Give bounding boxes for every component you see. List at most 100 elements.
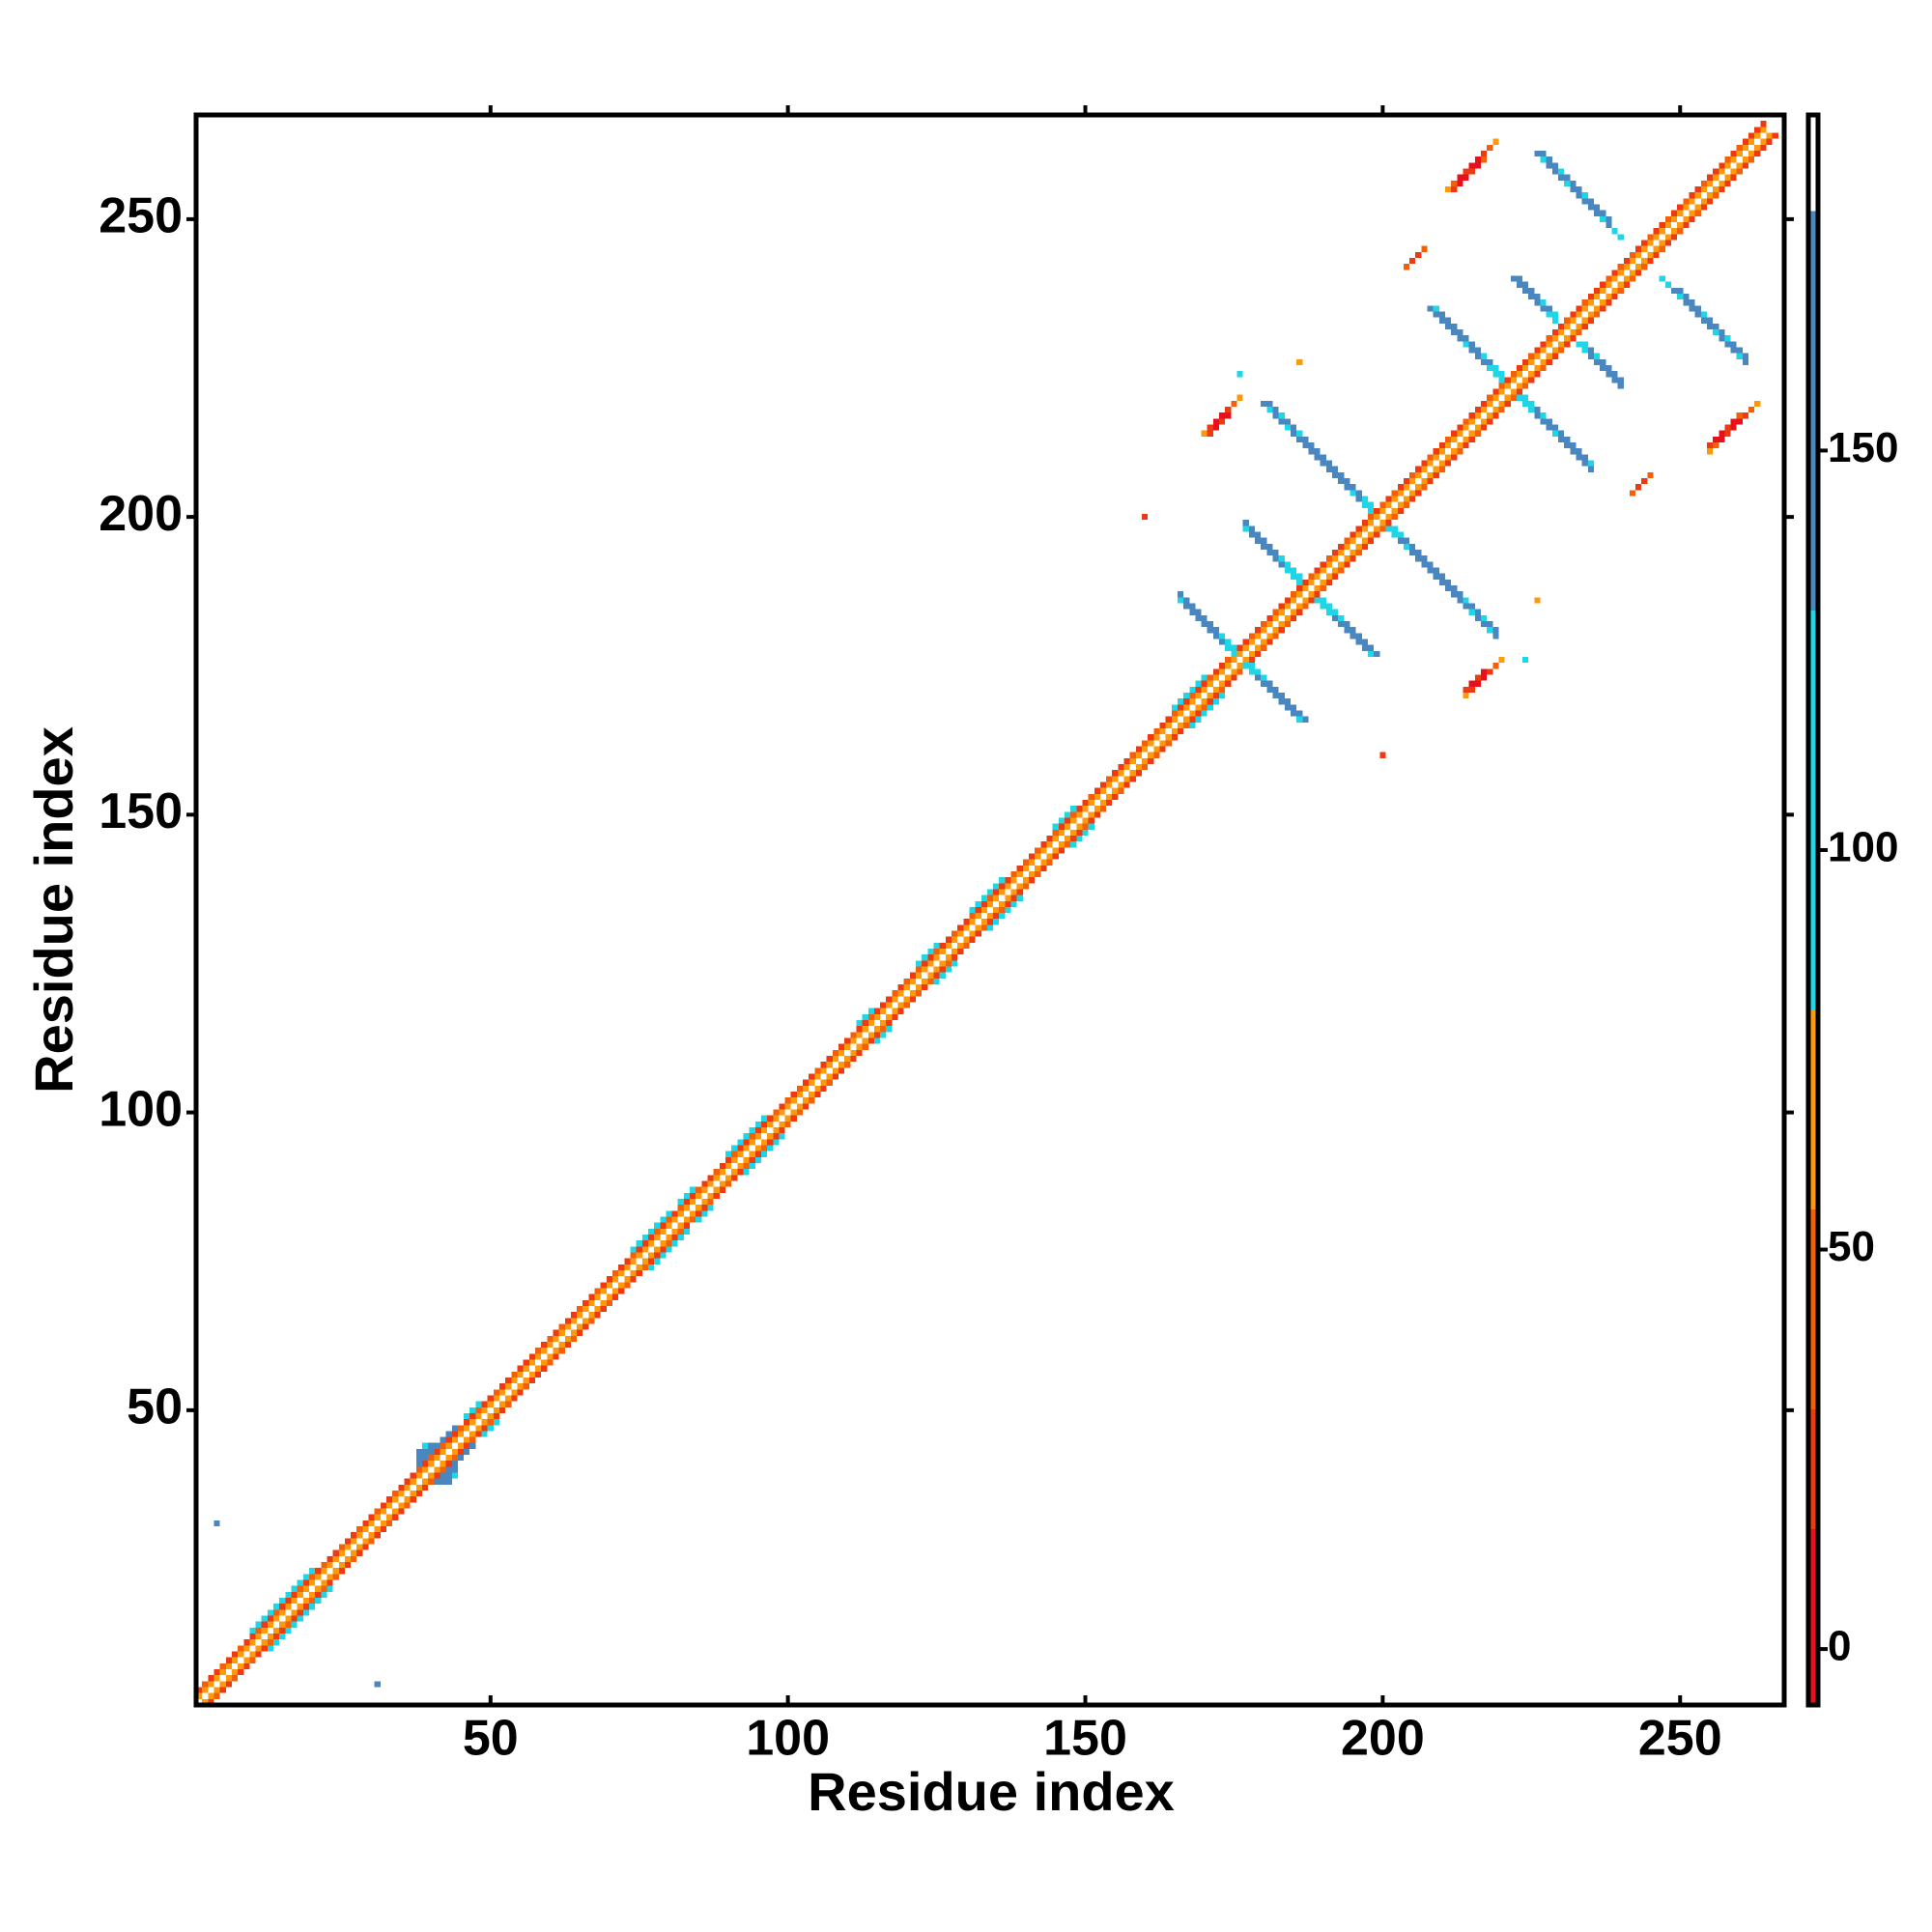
heatmap-cell bbox=[1438, 460, 1446, 467]
heatmap-cell bbox=[1617, 270, 1624, 276]
heatmap-cell bbox=[1272, 407, 1279, 413]
heatmap-cell bbox=[499, 1389, 506, 1396]
heatmap-cell bbox=[481, 1419, 488, 1426]
heatmap-cell bbox=[731, 1156, 738, 1164]
heatmap-cell bbox=[1159, 746, 1166, 753]
heatmap-cell bbox=[261, 1639, 268, 1646]
heatmap-cell bbox=[1570, 311, 1577, 318]
heatmap-cell bbox=[1046, 835, 1053, 842]
heatmap-cell bbox=[1278, 603, 1285, 610]
heatmap-cell bbox=[624, 1258, 631, 1264]
heatmap-cell bbox=[421, 1466, 429, 1473]
heatmap-cell bbox=[1659, 245, 1665, 252]
heatmap-cell bbox=[1266, 543, 1273, 551]
heatmap-cell bbox=[1617, 377, 1624, 384]
heatmap-cell bbox=[1463, 436, 1469, 443]
heatmap-cell bbox=[1564, 436, 1571, 443]
heatmap-cell bbox=[1278, 555, 1285, 562]
heatmap-cell bbox=[1266, 680, 1273, 687]
heatmap-cell bbox=[1570, 185, 1577, 193]
heatmap-cell bbox=[1308, 448, 1315, 455]
y-tick-label: 200 bbox=[99, 486, 183, 542]
heatmap-cell bbox=[1272, 412, 1279, 419]
heatmap-cell bbox=[588, 1299, 595, 1306]
heatmap-cell bbox=[1076, 823, 1083, 830]
heatmap-cell bbox=[660, 1216, 667, 1223]
heatmap-cell bbox=[856, 1049, 863, 1057]
heatmap-cell bbox=[1480, 150, 1488, 157]
heatmap-cell bbox=[1350, 555, 1356, 562]
heatmap-cell bbox=[308, 1579, 316, 1586]
heatmap-cell bbox=[451, 1466, 458, 1473]
heatmap-cell bbox=[618, 1288, 625, 1294]
heatmap-cell bbox=[1671, 210, 1678, 216]
heatmap-cell bbox=[285, 1604, 292, 1610]
heatmap-cell bbox=[570, 1318, 578, 1324]
heatmap-cell bbox=[1433, 471, 1439, 479]
heatmap-cell bbox=[511, 1371, 518, 1378]
heatmap-cell bbox=[1403, 501, 1410, 508]
heatmap-cell bbox=[291, 1585, 298, 1592]
heatmap-cell bbox=[749, 1156, 755, 1164]
heatmap-cell bbox=[1474, 680, 1481, 687]
heatmap-cell bbox=[469, 1406, 476, 1413]
heatmap-cell bbox=[1706, 192, 1714, 199]
heatmap-cell bbox=[213, 1687, 220, 1693]
heatmap-cell bbox=[392, 1514, 399, 1520]
heatmap-cell bbox=[1195, 686, 1202, 693]
heatmap-cell bbox=[1296, 573, 1303, 580]
heatmap-cell bbox=[1438, 466, 1446, 472]
heatmap-cell bbox=[880, 1002, 887, 1009]
heatmap-cell bbox=[1528, 371, 1535, 378]
heatmap-cell bbox=[1480, 668, 1488, 675]
heatmap-cell bbox=[1272, 692, 1279, 699]
heatmap-cell bbox=[380, 1520, 387, 1527]
heatmap-cell bbox=[1551, 353, 1559, 359]
heatmap-cell bbox=[1189, 722, 1196, 728]
heatmap-cell bbox=[767, 1115, 774, 1122]
heatmap-cell bbox=[1058, 817, 1065, 824]
heatmap-cell bbox=[1564, 341, 1571, 348]
heatmap-cell bbox=[1106, 793, 1113, 800]
heatmap-cell bbox=[1719, 335, 1725, 342]
heatmap-cell bbox=[1005, 900, 1011, 907]
heatmap-cell bbox=[1700, 180, 1707, 186]
heatmap-cell bbox=[1534, 364, 1541, 372]
heatmap-cell bbox=[380, 1526, 387, 1533]
heatmap-cell bbox=[1374, 514, 1380, 521]
heatmap-cell bbox=[445, 1455, 452, 1462]
heatmap-cell bbox=[1070, 841, 1077, 848]
heatmap-cell bbox=[499, 1401, 506, 1407]
heatmap-cell bbox=[957, 924, 964, 931]
heatmap-cell bbox=[1683, 293, 1690, 300]
heatmap-cell bbox=[469, 1419, 476, 1426]
heatmap-cell bbox=[1212, 668, 1220, 675]
heatmap-cell bbox=[624, 1264, 631, 1270]
heatmap-cell bbox=[969, 930, 976, 937]
heatmap-cell bbox=[445, 1431, 452, 1437]
heatmap-cell bbox=[1344, 555, 1350, 562]
heatmap-cell bbox=[999, 889, 1006, 895]
heatmap-cell bbox=[969, 936, 976, 943]
heatmap-cell bbox=[1445, 323, 1452, 329]
heatmap-cell bbox=[517, 1389, 524, 1396]
heatmap-cell bbox=[1016, 889, 1023, 895]
heatmap-cell bbox=[725, 1163, 732, 1170]
heatmap-cell bbox=[588, 1312, 595, 1319]
heatmap-cell bbox=[1683, 198, 1690, 205]
heatmap-cell bbox=[719, 1163, 725, 1170]
heatmap-cell bbox=[1760, 127, 1767, 133]
heatmap-cell bbox=[582, 1305, 589, 1313]
heatmap-cell bbox=[731, 1175, 738, 1181]
heatmap-cell bbox=[951, 949, 958, 955]
heatmap-cell bbox=[784, 1097, 791, 1104]
heatmap-cell bbox=[1736, 412, 1743, 419]
heatmap-cell bbox=[1242, 526, 1249, 532]
heatmap-cell bbox=[1730, 174, 1737, 181]
heatmap-cell bbox=[1052, 829, 1059, 836]
heatmap-cell bbox=[867, 1032, 874, 1038]
heatmap-cell bbox=[279, 1621, 286, 1628]
heatmap-cell bbox=[630, 1276, 637, 1283]
heatmap-cell bbox=[1379, 520, 1386, 526]
heatmap-cell bbox=[1629, 257, 1636, 265]
